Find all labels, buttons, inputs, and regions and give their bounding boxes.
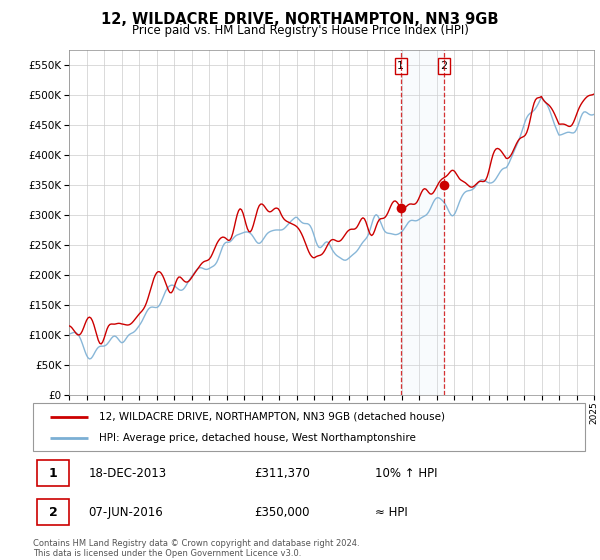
Text: ≈ HPI: ≈ HPI	[375, 506, 408, 519]
FancyBboxPatch shape	[33, 403, 585, 451]
Text: 12, WILDACRE DRIVE, NORTHAMPTON, NN3 9GB: 12, WILDACRE DRIVE, NORTHAMPTON, NN3 9GB	[101, 12, 499, 27]
FancyBboxPatch shape	[37, 460, 70, 486]
Text: 2: 2	[440, 61, 448, 71]
FancyBboxPatch shape	[37, 500, 70, 525]
Text: Contains HM Land Registry data © Crown copyright and database right 2024.
This d: Contains HM Land Registry data © Crown c…	[33, 539, 359, 558]
Text: 1: 1	[49, 466, 58, 479]
Text: 07-JUN-2016: 07-JUN-2016	[88, 506, 163, 519]
Text: 10% ↑ HPI: 10% ↑ HPI	[375, 466, 438, 479]
Text: 2: 2	[49, 506, 58, 519]
Text: £350,000: £350,000	[254, 506, 310, 519]
Text: £311,370: £311,370	[254, 466, 310, 479]
Text: 18-DEC-2013: 18-DEC-2013	[88, 466, 166, 479]
Text: Price paid vs. HM Land Registry's House Price Index (HPI): Price paid vs. HM Land Registry's House …	[131, 24, 469, 36]
Text: 1: 1	[397, 61, 404, 71]
Text: 12, WILDACRE DRIVE, NORTHAMPTON, NN3 9GB (detached house): 12, WILDACRE DRIVE, NORTHAMPTON, NN3 9GB…	[99, 412, 445, 422]
Bar	[401, 50, 444, 395]
Text: HPI: Average price, detached house, West Northamptonshire: HPI: Average price, detached house, West…	[99, 433, 416, 444]
